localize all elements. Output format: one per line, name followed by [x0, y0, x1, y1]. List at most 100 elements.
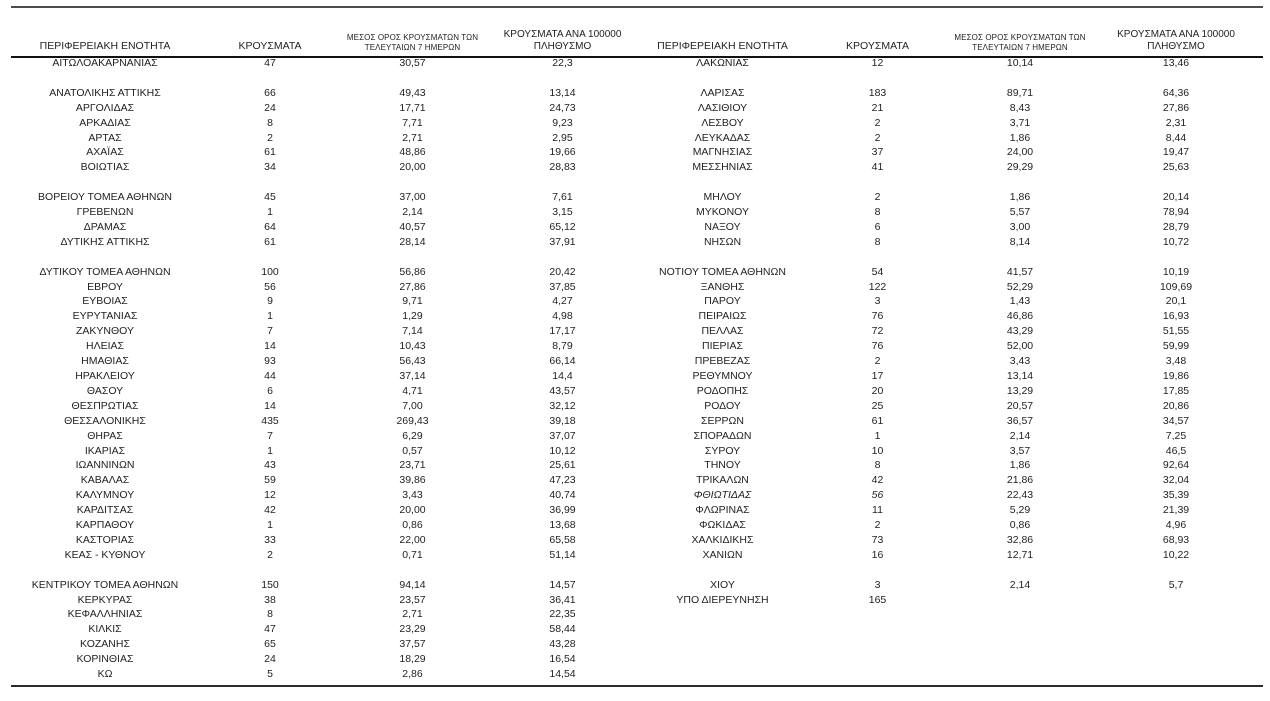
cell-cases: 33: [264, 533, 276, 546]
table-row-spacer: [10, 563, 640, 578]
table-row: ΠΕΙΡΑΙΩΣ 76 46,86 16,93: [640, 309, 1262, 324]
header-underline-rule: [11, 56, 1263, 58]
cell-avg7: 23,57: [399, 593, 426, 606]
header-row: ΠΕΡΙΦΕΡΕΙΑΚΗ ΕΝΟΤΗΤΑ ΚΡΟΥΣΜΑΤΑ ΜΕΣΟΣ ΟΡΟ…: [10, 0, 640, 56]
cell-region: ΚΑΣΤΟΡΙΑΣ: [75, 533, 135, 546]
table-row: ΡΟΔΟΠΗΣ 20 13,29 17,85: [640, 384, 1262, 399]
cell-avg7: 0,86: [402, 519, 423, 532]
cell-per100k: 58,44: [549, 623, 576, 636]
table-row: ΣΕΡΡΩΝ 61 36,57 34,57: [640, 414, 1262, 429]
cell-per100k: 25,61: [549, 459, 576, 472]
cell-per100k: [1090, 593, 1262, 608]
cell-per100k: 37,85: [549, 280, 576, 293]
cell-cases: 2: [267, 548, 273, 561]
cell-cases: [805, 250, 950, 265]
cell-avg7: 8,14: [1009, 235, 1031, 248]
cell-cases: 2: [874, 519, 881, 532]
cell-region: ΡΕΘΥΜΝΟΥ: [692, 369, 753, 382]
cell-per100k: 40,74: [549, 489, 576, 502]
table-row: ΑΡΓΟΛΙΔΑΣ 24 17,71 24,73: [10, 101, 640, 116]
table-row: ΕΒΡΟΥ 56 27,86 37,85: [10, 280, 640, 295]
cell-avg7: 1,86: [1009, 131, 1031, 144]
header-per100k-line1: ΚΡΟΥΣΜΑΤΑ ΑΝΑ 100000: [503, 29, 622, 40]
table-row-spacer: [640, 250, 1262, 265]
cell-avg7: 39,86: [399, 474, 426, 487]
cell-cases: [805, 563, 950, 578]
cell-per100k: 66,14: [549, 355, 576, 368]
table-row: ΙΩΑΝΝΙΝΩΝ 43 23,71 25,61: [10, 458, 640, 473]
cell-avg7: 8,43: [1009, 101, 1031, 114]
cell-region: ΚΕΑΣ - ΚΥΘΝΟΥ: [64, 548, 146, 561]
cell-per100k: 13,46: [1162, 57, 1190, 69]
cell-region: ΥΠΟ ΔΙΕΡΕΥΝΗΣΗ: [676, 593, 769, 606]
table-row: ΘΕΣΣΑΛΟΝΙΚΗΣ 435 269,43 39,18: [10, 414, 640, 429]
cell-per100k: 5,7: [1168, 578, 1184, 591]
cell-cases: 34: [264, 161, 276, 174]
cell-region: ΚΟΡΙΝΘΙΑΣ: [76, 653, 134, 666]
cell-avg7: 23,71: [399, 459, 426, 472]
cell-cases: 61: [264, 146, 276, 159]
cell-avg7: 22,43: [1006, 489, 1034, 502]
cell-region: ΒΟΡΕΙΟΥ ΤΟΜΕΑ ΑΘΗΝΩΝ: [38, 191, 172, 204]
cell-cases: 24: [264, 101, 276, 114]
cell-avg7: 2,14: [1009, 429, 1031, 442]
cell-avg7: [950, 71, 1090, 86]
table-row: ΛΑΚΩΝΙΑΣ 12 10,14 13,46: [640, 56, 1262, 71]
column-header-region: ΠΕΡΙΦΕΡΕΙΑΚΗ ΕΝΟΤΗΤΑ: [640, 0, 805, 56]
cell-avg7: 30,57: [399, 57, 426, 69]
table-row-spacer: [640, 175, 1262, 190]
header-per100k-line2: ΠΛΗΘΥΣΜΟ: [1147, 40, 1205, 52]
cell-cases: 47: [264, 623, 276, 636]
cell-avg7: [340, 71, 485, 86]
cell-avg7: [340, 175, 485, 190]
table-row: ΜΥΚΟΝΟΥ 8 5,57 78,94: [640, 205, 1262, 220]
table-row: ΛΑΣΙΘΙΟΥ 21 8,43 27,86: [640, 101, 1262, 116]
cell-cases: 43: [264, 459, 276, 472]
cell-per100k: [485, 563, 640, 578]
cell-region: ΑΝΑΤΟΛΙΚΗΣ ΑΤΤΙΚΗΣ: [49, 86, 161, 99]
table-row: ΣΠΟΡΑΔΩΝ 1 2,14 7,25: [640, 429, 1262, 444]
cell-cases: 41: [871, 161, 884, 174]
cell-per100k: 17,17: [549, 325, 576, 338]
cell-avg7: 3,00: [1009, 220, 1031, 233]
cell-region: ΜΥΚΟΝΟΥ: [695, 206, 749, 219]
header-row: ΠΕΡΙΦΕΡΕΙΑΚΗ ΕΝΟΤΗΤΑ ΚΡΟΥΣΜΑΤΑ ΜΕΣΟΣ ΟΡΟ…: [640, 0, 1262, 56]
cell-cases: 3: [874, 578, 881, 591]
cell-cases: 165: [868, 593, 887, 606]
cell-avg7: 46,86: [1006, 310, 1034, 323]
table-row: ΓΡΕΒΕΝΩΝ 1 2,14 3,15: [10, 205, 640, 220]
table-row: ΡΕΘΥΜΝΟΥ 17 13,14 19,86: [640, 369, 1262, 384]
table-body-right: ΛΑΚΩΝΙΑΣ 12 10,14 13,46 ΛΑΡΙΣΑΣ 183 89,71 64,36…: [640, 56, 1262, 607]
table-row: ΙΚΑΡΙΑΣ 1 0,57 10,12: [10, 444, 640, 459]
cell-cases: 45: [264, 191, 276, 204]
column-header-cases: ΚΡΟΥΣΜΑΤΑ: [805, 0, 950, 56]
cell-region: ΛΕΣΒΟΥ: [701, 116, 744, 129]
cell-region: ΤΡΙΚΑΛΩΝ: [696, 474, 749, 487]
cell-avg7: 6,29: [402, 429, 423, 442]
cell-region: ΚΕΝΤΡΙΚΟΥ ΤΟΜΕΑ ΑΘΗΝΩΝ: [31, 578, 179, 591]
table-row: ΒΟΙΩΤΙΑΣ 34 20,00 28,83: [10, 160, 640, 175]
cell-per100k: 27,86: [1162, 101, 1190, 114]
cell-avg7: 10,43: [399, 340, 426, 353]
cell-region: ΧΑΝΙΩΝ: [702, 548, 743, 561]
cell-per100k: 4,96: [1165, 519, 1187, 532]
cell-per100k: 46,5: [1165, 444, 1187, 457]
cell-avg7: 9,71: [402, 295, 423, 308]
cell-region: [10, 563, 200, 578]
cell-avg7: 2,14: [402, 206, 423, 219]
top-rule: [11, 6, 1263, 8]
table-row: ΑΡΚΑΔΙΑΣ 8 7,71 9,23: [10, 116, 640, 131]
cell-avg7: 5,57: [1009, 206, 1031, 219]
cell-per100k: 37,91: [549, 235, 576, 248]
cell-cases: 8: [267, 116, 273, 129]
cell-cases: 8: [874, 235, 881, 248]
table-row: ΠΕΛΛΑΣ 72 43,29 51,55: [640, 324, 1262, 339]
cell-avg7: [950, 563, 1090, 578]
cell-avg7: 3,43: [1009, 355, 1031, 368]
column-header-region: ΠΕΡΙΦΕΡΕΙΑΚΗ ΕΝΟΤΗΤΑ: [10, 0, 200, 56]
cell-cases: 72: [871, 325, 884, 338]
table-row: ΖΑΚΥΝΘΟΥ 7 7,14 17,17: [10, 324, 640, 339]
cell-per100k: 4,27: [552, 295, 573, 308]
table-row: ΚΑΣΤΟΡΙΑΣ 33 22,00 65,58: [10, 533, 640, 548]
cell-per100k: 19,66: [549, 146, 576, 159]
